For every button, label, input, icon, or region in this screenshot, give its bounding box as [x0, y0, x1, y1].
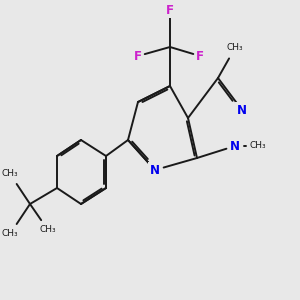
Text: CH₃: CH₃ — [40, 226, 56, 235]
Text: CH₃: CH₃ — [2, 230, 18, 238]
Text: CH₃: CH₃ — [2, 169, 18, 178]
Text: F: F — [134, 50, 142, 62]
Text: F: F — [166, 4, 174, 16]
Text: N: N — [150, 164, 160, 176]
Text: N: N — [237, 103, 247, 116]
Text: F: F — [196, 50, 204, 62]
Text: CH₃: CH₃ — [250, 142, 266, 151]
Text: CH₃: CH₃ — [227, 44, 243, 52]
Text: N: N — [230, 140, 240, 152]
